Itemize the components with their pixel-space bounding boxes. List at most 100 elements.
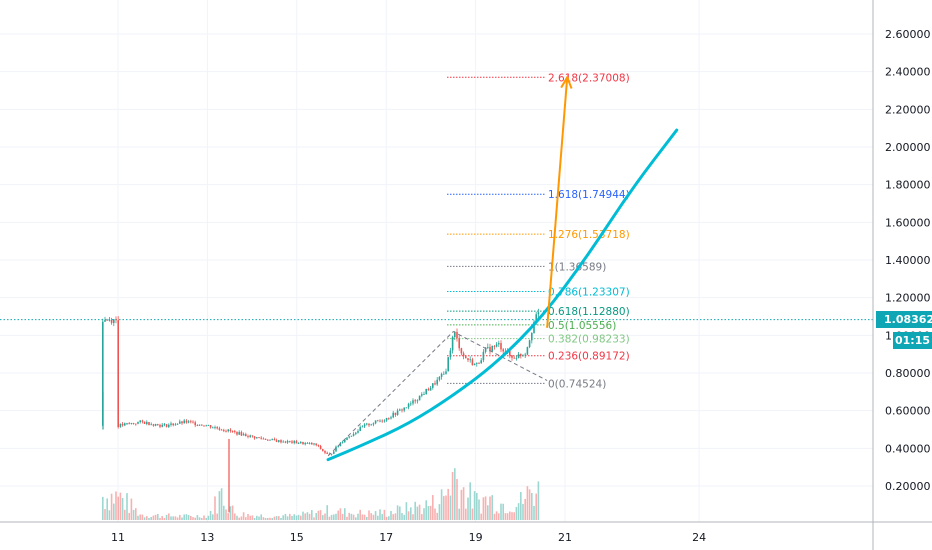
- volume-bar: [229, 506, 232, 520]
- volume-bar: [280, 518, 282, 520]
- candle-body: [456, 331, 458, 339]
- x-tick-label: 13: [200, 531, 214, 544]
- volume-bar: [520, 492, 522, 520]
- volume-bar: [377, 515, 379, 520]
- volume-bar: [220, 488, 223, 520]
- volume-bar: [264, 518, 267, 520]
- fib-level-label: 0(0.74524): [548, 378, 606, 390]
- volume-bar: [192, 517, 194, 520]
- volume-bar: [394, 513, 397, 520]
- candle-body: [392, 412, 394, 418]
- candle-body: [350, 435, 353, 437]
- volume-bar: [326, 505, 328, 520]
- volume-bar: [253, 518, 256, 520]
- volume-bar: [152, 515, 155, 520]
- x-tick-label: 24: [692, 531, 706, 544]
- candle-body: [467, 358, 469, 361]
- volume-bar: [286, 516, 289, 520]
- candle-body: [388, 417, 390, 419]
- volume-bar: [135, 508, 137, 520]
- candle-body: [245, 434, 247, 437]
- volume-bar: [126, 493, 128, 520]
- last-price-badge: 1.08362: [876, 311, 932, 328]
- volume-bar: [139, 514, 141, 520]
- candle-body: [355, 432, 357, 434]
- candle-body: [117, 320, 119, 428]
- volume-bar: [187, 515, 190, 520]
- candle-body: [319, 445, 322, 450]
- candle-body: [405, 407, 408, 409]
- candle-body: [121, 423, 124, 426]
- candle-body: [106, 319, 108, 321]
- volume-bar: [121, 497, 124, 520]
- candle-body: [236, 431, 238, 435]
- volume-bar: [385, 516, 388, 520]
- volume-bar: [495, 511, 498, 520]
- candle-body: [152, 424, 155, 426]
- candle-body: [196, 425, 199, 426]
- volume-bar: [119, 492, 122, 520]
- volume-bar: [390, 510, 392, 520]
- candle-body: [511, 355, 513, 358]
- volume-bar: [205, 518, 207, 520]
- volume-bar: [478, 499, 480, 520]
- candle-body: [234, 431, 236, 432]
- y-tick-label: 0.20000: [885, 480, 931, 493]
- candle-body: [212, 427, 214, 429]
- volume-bar: [370, 513, 372, 520]
- volume-bar: [410, 507, 412, 520]
- candle-body: [429, 387, 432, 391]
- volume-bar: [322, 515, 324, 520]
- volume-bar: [251, 515, 254, 520]
- candle-body: [179, 421, 181, 424]
- candle-body: [165, 424, 168, 427]
- volume-bar: [405, 502, 408, 520]
- volume-bar: [247, 514, 249, 520]
- volume-bar: [216, 513, 218, 520]
- volume-bar: [306, 512, 309, 520]
- candle-body: [346, 437, 348, 440]
- volume-bar: [238, 517, 240, 520]
- candle-body: [315, 443, 317, 446]
- projection-arrow-line: [546, 77, 569, 328]
- candle-body: [135, 423, 137, 425]
- volume-bar: [506, 513, 509, 520]
- candle-body: [304, 443, 306, 445]
- volume-bar: [225, 509, 227, 520]
- volume-bar: [416, 506, 419, 520]
- volume-bar: [399, 506, 401, 520]
- volume-bar: [234, 513, 236, 520]
- candle-body: [247, 436, 249, 437]
- volume-bar: [110, 493, 113, 520]
- candle-body: [214, 427, 216, 428]
- candle-body: [108, 319, 111, 321]
- volume-bar: [491, 495, 493, 520]
- candle-body: [322, 449, 324, 451]
- volume-bar: [256, 515, 258, 520]
- candle-body: [157, 424, 159, 425]
- candle-body: [412, 400, 414, 404]
- fib-level-label: 0.618(1.12880): [548, 306, 630, 318]
- volume-bar: [284, 513, 287, 520]
- fib-level-label: 1.276(1.53718): [548, 229, 630, 241]
- candle-body: [374, 420, 377, 424]
- volume-bar: [196, 515, 199, 520]
- candle-body: [181, 421, 183, 424]
- volume-bar: [412, 514, 414, 520]
- y-tick-label: 2.00000: [885, 141, 931, 154]
- candle-body: [473, 363, 476, 366]
- y-tick-label: 0.40000: [885, 442, 931, 455]
- fib-level-label: 0.236(0.89172): [548, 351, 630, 363]
- candle-body: [260, 437, 262, 439]
- candle-body: [159, 424, 161, 427]
- candle-body: [102, 321, 104, 426]
- volume-bar: [480, 513, 482, 520]
- volume-bar: [500, 503, 502, 520]
- volume-bar: [482, 497, 485, 520]
- volume-bar: [489, 496, 491, 520]
- y-tick-label: 2.60000: [885, 28, 931, 41]
- candle-body: [282, 441, 284, 443]
- candle-body: [359, 427, 361, 431]
- volume-bar: [304, 513, 306, 520]
